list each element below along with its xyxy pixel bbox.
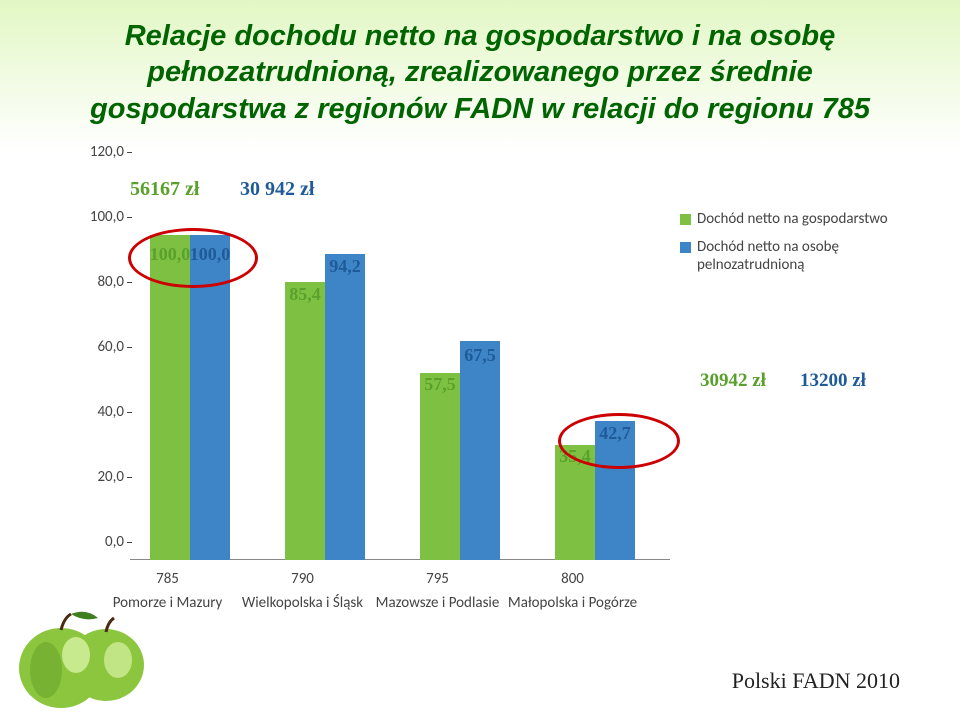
y-tick: 20,0 — [97, 468, 124, 486]
x-cat: 800 Małopolska i Pogórze — [505, 570, 640, 612]
bar-green — [420, 373, 460, 560]
y-tick: 60,0 — [97, 338, 124, 356]
bar-green — [285, 282, 325, 560]
y-axis: 0,0 20,0 40,0 60,0 80,0 100,0 120,0 — [70, 170, 130, 560]
bar-label-green: 57,5 — [410, 374, 470, 395]
annot-top-green: 56167 zł — [130, 178, 199, 201]
legend-item: Dochód netto na gospodarstwo — [680, 210, 890, 228]
bar-label-blue: 67,5 — [450, 345, 510, 366]
x-cat: 795 Mazowsze i Podlasie — [370, 570, 505, 612]
y-tick: 40,0 — [97, 403, 124, 421]
x-cat: 790 Wielkopolska i Śląsk — [235, 570, 370, 612]
y-tick: 0,0 — [105, 533, 124, 551]
y-tick: 100,0 — [90, 208, 124, 226]
slide-title: Relacje dochodu netto na gospodarstwo i … — [60, 18, 900, 127]
annot-top-blue: 30 942 zł — [240, 178, 314, 201]
annot-right-green: 30942 zł — [700, 370, 766, 392]
legend: Dochód netto na gospodarstwo Dochód nett… — [680, 210, 890, 284]
bar-label-blue: 94,2 — [315, 256, 375, 277]
footer-text: Polski FADN 2010 — [732, 668, 900, 694]
apple-icon — [6, 590, 166, 710]
legend-item: Dochód netto na osobę pelnozatrudnioną — [680, 238, 890, 274]
y-tick: 80,0 — [97, 273, 124, 291]
legend-swatch-blue — [680, 242, 691, 253]
legend-label: Dochód netto na gospodarstwo — [697, 210, 888, 228]
slide: Relacje dochodu netto na gospodarstwo i … — [0, 0, 960, 716]
legend-swatch-green — [680, 214, 691, 225]
annot-right-blue: 13200 zł — [800, 370, 866, 392]
ellipse-highlight-right — [558, 413, 680, 469]
ellipse-highlight-left — [128, 228, 258, 288]
y-tick: 120,0 — [90, 143, 124, 161]
legend-label: Dochód netto na osobę pelnozatrudnioną — [697, 238, 890, 274]
bar-label-green: 85,4 — [275, 284, 335, 305]
